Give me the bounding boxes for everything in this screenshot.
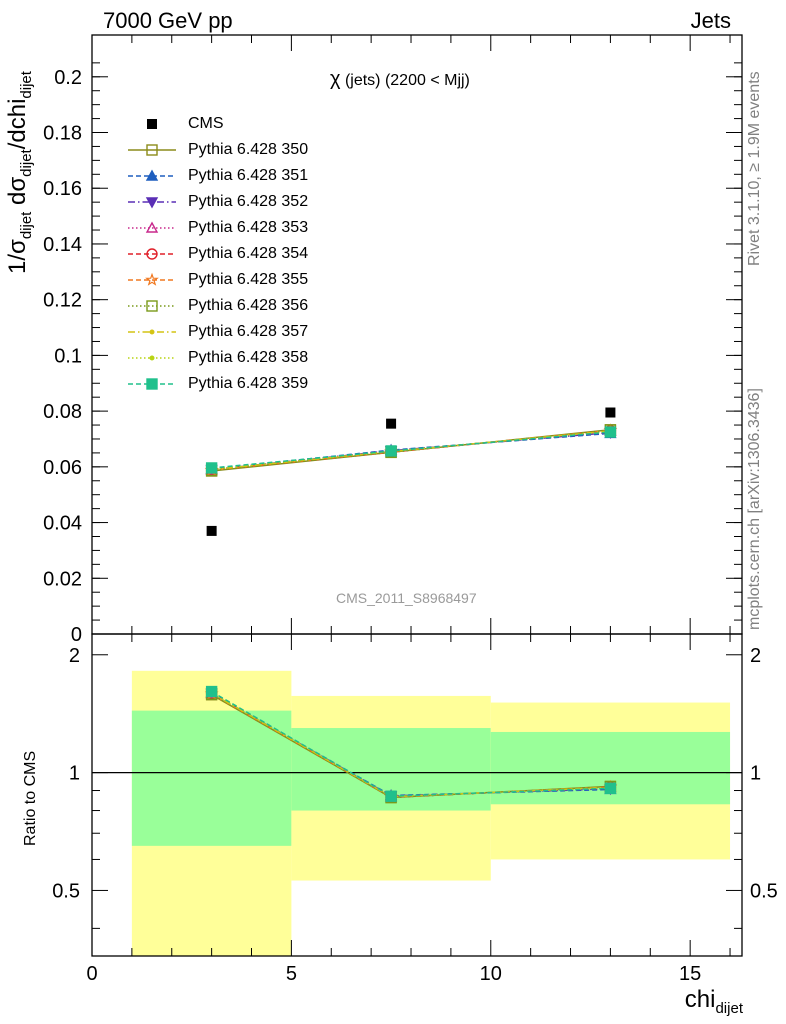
ytick-label-0: 0 — [71, 624, 82, 646]
plot-title-chi: χ — [330, 68, 341, 90]
legend-marker-4 — [146, 248, 158, 260]
rtick-label-left-1: 1 — [69, 763, 80, 785]
legend-marker-8 — [149, 355, 155, 361]
mc-markers-main — [204, 423, 618, 477]
ratio-uncertainty-bands — [92, 670, 742, 956]
legend-marker-1 — [145, 169, 159, 181]
legend-marker-3 — [145, 221, 159, 233]
legend-marker-5 — [145, 272, 159, 286]
ylabel-sub-2: dijet — [17, 149, 35, 177]
xlabel-main: chi — [684, 986, 716, 1013]
y-axis-label: 1/σdijet dσdijet/dchidijet — [4, 71, 35, 274]
rtick-label-left-2: 2 — [69, 645, 80, 667]
legend-marker-0 — [146, 144, 158, 156]
ytick-label-8: 0.16 — [43, 178, 82, 200]
xtick-label-3: 15 — [679, 963, 701, 985]
legend-symbol-cms — [147, 119, 157, 129]
ytick-label-4: 0.08 — [43, 401, 82, 423]
rtick-label-left-0: 0.5 — [52, 880, 80, 902]
cms-point-0 — [206, 525, 217, 536]
legend-label-351: Pythia 6.428 351 — [188, 167, 309, 184]
legend-label-354: Pythia 6.428 354 — [188, 245, 309, 262]
ytick-label-6: 0.12 — [43, 290, 82, 312]
ytick-label-7: 0.14 — [43, 234, 82, 256]
legend-label-352: Pythia 6.428 352 — [188, 193, 309, 210]
ytick-label-9: 0.18 — [43, 123, 82, 145]
xtick-label-1: 5 — [286, 963, 297, 985]
ratio-line-8 — [211, 692, 611, 798]
ytick-label-10: 0.2 — [54, 67, 82, 89]
ylabel-sub-3: dijet — [17, 71, 35, 99]
plot-frames — [91, 34, 743, 957]
ylabel-part-1: 1/σ — [4, 239, 31, 274]
legend-label-355: Pythia 6.428 355 — [188, 271, 309, 288]
series-marker-9-0 — [205, 462, 218, 474]
legend-symbols — [128, 119, 176, 390]
ratio-y-axis-label: Ratio to CMS — [22, 750, 39, 846]
legend-label-cms: CMS — [188, 115, 224, 132]
ylabel-part-3: /dchi — [4, 98, 31, 150]
xlabel-sub: dijet — [715, 999, 743, 1017]
legend-marker-2 — [145, 197, 159, 209]
legend-label-358: Pythia 6.428 358 — [188, 349, 309, 366]
cms-point-2 — [605, 407, 616, 418]
ratio-marker-9-0 — [205, 685, 218, 698]
xtick-label-0: 0 — [86, 963, 97, 985]
rtick-label-right-0: 0.5 — [750, 880, 778, 902]
rtick-label-right-1: 1 — [750, 763, 761, 785]
ytick-label-1: 0.02 — [43, 568, 82, 590]
band-inner-0 — [131, 710, 292, 846]
series-marker-9-2 — [604, 426, 617, 438]
mc-lines-ratio — [211, 690, 611, 799]
ratio-marker-9-1 — [385, 790, 397, 802]
legend-label-353: Pythia 6.428 353 — [188, 219, 309, 236]
ytick-label-5: 0.1 — [54, 345, 82, 367]
mc-lines-main — [211, 429, 611, 472]
legend-label-359: Pythia 6.428 359 — [188, 375, 309, 392]
rtick-label-right-2: 2 — [750, 645, 761, 667]
analysis-watermark: CMS_2011_S8968497 — [336, 590, 477, 606]
legend-label-350: Pythia 6.428 350 — [188, 141, 309, 158]
axis-tick-labels: 0 0.02 0.04 0.06 0.08 0.1 0.12 0.14 0.16 0.18 0.2 0… — [43, 67, 778, 985]
legend-marker-7 — [149, 329, 155, 335]
cms-data-points — [206, 407, 616, 536]
header-left-label: 7000 GeV pp — [103, 8, 233, 33]
series-line-9 — [211, 431, 611, 469]
ratio-frame — [91, 633, 743, 957]
ylabel-sub-1: dijet — [17, 211, 35, 240]
axis-ticks — [91, 35, 742, 956]
mc-markers-ratio — [204, 685, 618, 804]
x-axis-label: chidijet — [685, 986, 743, 1017]
header-right-label: Jets — [690, 8, 731, 33]
mcplots-label: mcplots.cern.ch [arXiv:1306.3436] — [746, 388, 763, 630]
rivet-version-label: Rivet 3.1.10, ≥ 1.9M events — [746, 71, 763, 266]
legend-label-357: Pythia 6.428 357 — [188, 323, 309, 340]
ratio-line-9 — [211, 690, 611, 797]
legend-marker-9 — [146, 378, 158, 390]
legend-marker-6 — [146, 300, 158, 312]
ylabel-part-2: dσ — [4, 176, 31, 212]
ytick-label-2: 0.04 — [43, 513, 82, 535]
ytick-label-3: 0.06 — [43, 457, 82, 479]
xtick-label-2: 10 — [480, 963, 502, 985]
ratio-marker-9-2 — [604, 782, 617, 794]
legend-label-356: Pythia 6.428 356 — [188, 297, 309, 314]
plot-title-rest: (jets) (2200 < Mjj) — [344, 72, 470, 89]
plot-title: χ (jets) (2200 < Mjj) — [330, 68, 470, 91]
series-marker-9-1 — [385, 445, 397, 457]
cms-point-1 — [386, 418, 397, 429]
